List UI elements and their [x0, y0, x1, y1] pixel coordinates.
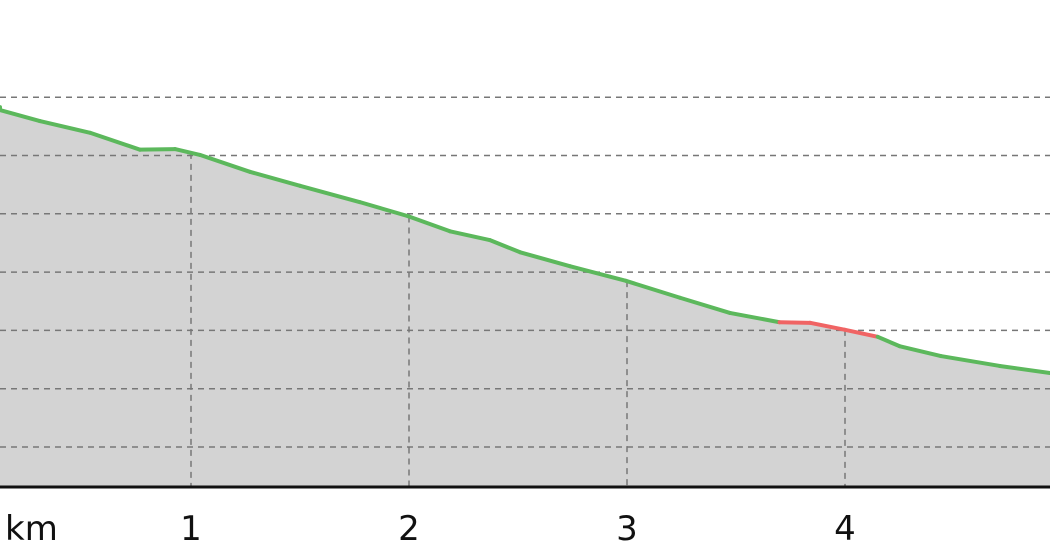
profile-segment	[447, 229, 492, 243]
x-tick-label: 2	[398, 509, 420, 549]
x-tick-label: 1	[180, 509, 202, 549]
profile-segment-steep	[843, 327, 880, 339]
profile-segment	[623, 278, 682, 300]
profile-segment-steep	[777, 320, 813, 325]
x-tick-label: 4	[834, 509, 856, 549]
profile-segment	[875, 334, 902, 349]
elevation-area-fill	[0, 107, 1050, 487]
profile-segment	[137, 147, 178, 152]
x-tick-label: 3	[616, 509, 638, 549]
profile-segment	[677, 295, 732, 315]
profile-segment	[568, 264, 628, 283]
profile-segment	[727, 310, 782, 325]
profile-segment	[897, 344, 943, 359]
profile-segment	[298, 183, 362, 205]
profile-segment	[405, 214, 452, 234]
profile-segment	[37, 119, 93, 135]
profile-segment	[173, 147, 202, 157]
profile-segment	[197, 152, 252, 174]
profile-segment	[487, 238, 523, 255]
x-axis-unit-label: km	[5, 509, 58, 549]
profile-segment	[518, 250, 573, 269]
profile-segment-steep	[808, 320, 847, 332]
profile-segment	[997, 363, 1050, 375]
profile-segment	[247, 169, 302, 188]
profile-segment	[357, 200, 410, 219]
profile-segment	[0, 108, 42, 124]
profile-segment	[88, 130, 142, 152]
profile-segment	[938, 354, 1002, 368]
